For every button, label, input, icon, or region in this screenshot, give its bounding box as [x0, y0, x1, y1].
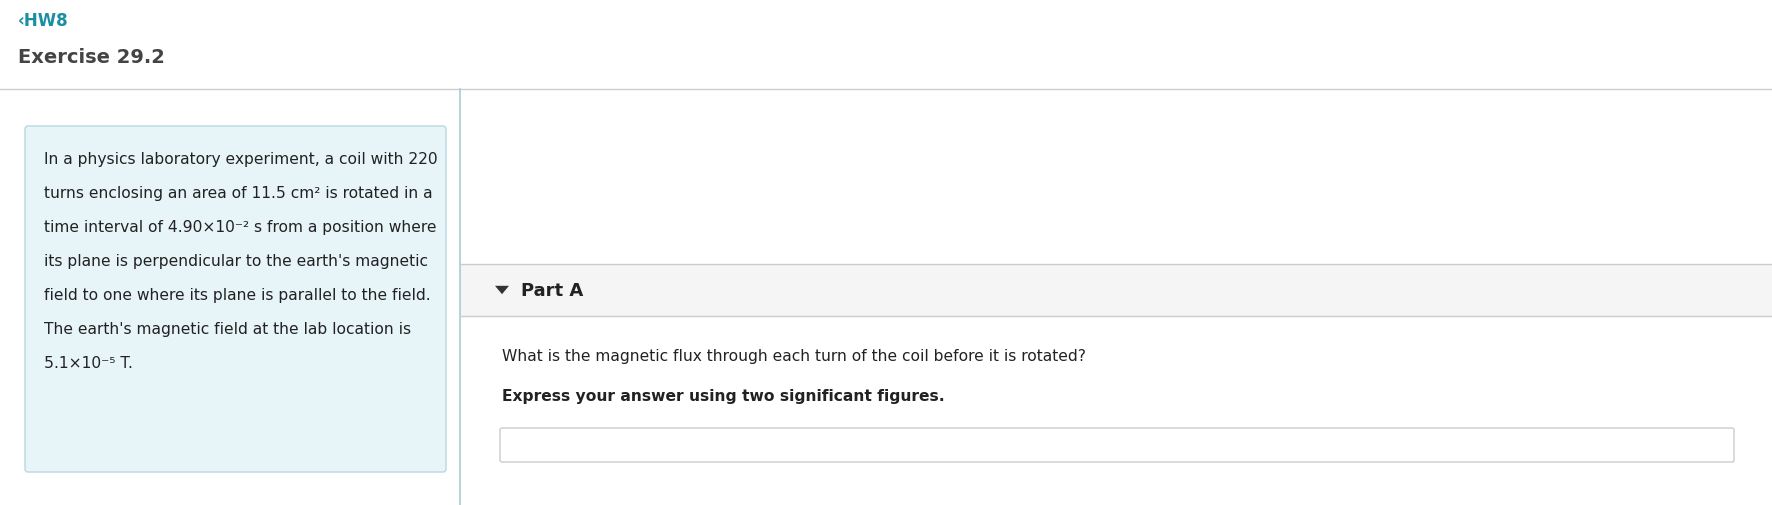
- FancyBboxPatch shape: [25, 127, 447, 472]
- Text: turns enclosing an area of 11.5 cm² is rotated in a: turns enclosing an area of 11.5 cm² is r…: [44, 186, 432, 200]
- Text: 5.1×10⁻⁵ T.: 5.1×10⁻⁵ T.: [44, 356, 133, 370]
- Text: time interval of 4.90×10⁻² s from a position where: time interval of 4.90×10⁻² s from a posi…: [44, 220, 436, 234]
- Text: In a physics laboratory experiment, a coil with 220: In a physics laboratory experiment, a co…: [44, 152, 438, 167]
- Text: field to one where its plane is parallel to the field.: field to one where its plane is parallel…: [44, 287, 431, 302]
- FancyBboxPatch shape: [500, 428, 1735, 462]
- Text: Part A: Part A: [521, 281, 583, 299]
- Text: its plane is perpendicular to the earth's magnetic: its plane is perpendicular to the earth'…: [44, 254, 429, 269]
- Text: Express your answer using two significant figures.: Express your answer using two significan…: [501, 388, 944, 403]
- Bar: [461, 265, 1772, 316]
- Text: ‹HW8: ‹HW8: [18, 12, 69, 30]
- Text: Exercise 29.2: Exercise 29.2: [18, 48, 165, 67]
- Text: What is the magnetic flux through each turn of the coil before it is rotated?: What is the magnetic flux through each t…: [501, 348, 1086, 363]
- Polygon shape: [494, 286, 509, 294]
- Text: The earth's magnetic field at the lab location is: The earth's magnetic field at the lab lo…: [44, 321, 411, 336]
